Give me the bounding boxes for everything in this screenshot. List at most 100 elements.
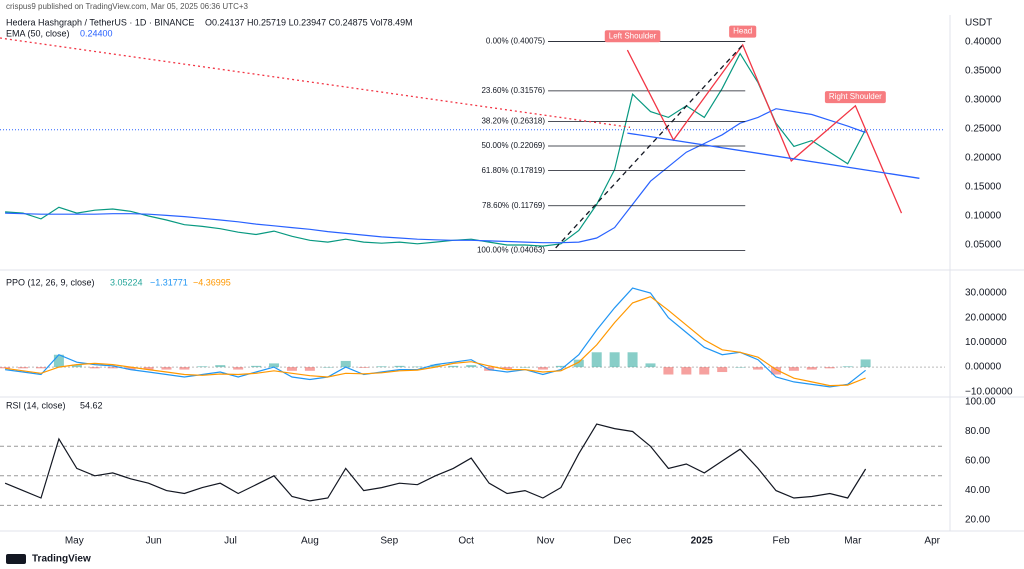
fib-label: 78.60% (0.11769) — [482, 201, 545, 210]
fib-label: 61.80% (0.17819) — [481, 166, 545, 175]
histogram-bar — [735, 367, 746, 368]
x-tick-label: Nov — [537, 536, 555, 547]
ppo-value: −4.36995 — [193, 277, 231, 287]
logo-icon — [6, 554, 26, 564]
series-line — [5, 296, 866, 387]
logo: TradingView — [32, 554, 91, 565]
histogram-bar — [0, 367, 11, 369]
annotation-box — [604, 30, 661, 43]
histogram-bar — [18, 367, 29, 369]
histogram-bar — [573, 359, 584, 368]
histogram-bar — [448, 365, 459, 368]
histogram-bar — [125, 367, 136, 370]
y-tick-label: 0.10000 — [965, 211, 1002, 222]
series-line — [5, 287, 866, 388]
fib-label: 100.00% (0.04063) — [477, 246, 545, 255]
histogram-bar — [663, 367, 674, 375]
series-line — [4, 423, 867, 502]
histogram-bar — [251, 365, 262, 368]
rsi-legend: RSI (14, close) — [6, 400, 66, 410]
histogram-bar — [466, 365, 477, 368]
histogram-bar — [233, 367, 244, 370]
histogram-bar — [143, 367, 154, 370]
attribution: crispus9 published on TradingView.com, M… — [6, 2, 249, 11]
y-tick-label: 0.30000 — [965, 95, 1002, 106]
y-tick-label: 0.15000 — [965, 182, 1002, 193]
y-tick-label: 20.00 — [965, 515, 990, 526]
fib-label: 0.00% (0.40075) — [486, 37, 545, 46]
histogram-bar — [71, 364, 82, 368]
histogram-bar — [215, 365, 226, 368]
x-tick-label: Sep — [380, 536, 398, 547]
histogram-bar — [304, 367, 315, 371]
histogram-bar — [197, 366, 208, 368]
y-tick-label: 0.25000 — [965, 124, 1002, 135]
drawing-line — [555, 44, 744, 249]
ema-legend: EMA (50, close) — [6, 28, 70, 38]
ppo-legend: PPO (12, 26, 9, close) — [6, 277, 95, 287]
ohlc: O0.24137 H0.25719 L0.23947 C0.24875 Vol7… — [205, 17, 413, 27]
histogram-bar — [340, 360, 351, 368]
fib-label: 50.00% (0.22069) — [481, 141, 545, 150]
x-tick-label: Dec — [613, 536, 631, 547]
histogram-bar — [591, 352, 602, 368]
histogram-bar — [842, 366, 853, 368]
y-tick-label: 0.05000 — [965, 240, 1002, 251]
x-tick-label: Apr — [924, 536, 940, 547]
y-tick-label: 30.00000 — [965, 288, 1007, 299]
ema-value: 0.24400 — [80, 28, 113, 38]
y-unit: USDT — [965, 18, 992, 29]
annotation-label: Right Shoulder — [829, 92, 882, 101]
annotation-box — [729, 25, 757, 38]
histogram-bar — [502, 367, 513, 370]
drawing-line — [627, 132, 920, 179]
ppo-value: 3.05224 — [110, 277, 143, 287]
fib-label: 23.60% (0.31576) — [481, 86, 545, 95]
histogram-bar — [394, 365, 405, 368]
histogram-bar — [645, 363, 656, 368]
annotation-label: Head — [733, 27, 752, 36]
y-tick-label: 0.00000 — [965, 362, 1002, 373]
y-tick-label: 100.00 — [965, 397, 996, 408]
y-tick-label: 10.00000 — [965, 337, 1007, 348]
y-tick-label: 0.35000 — [965, 66, 1002, 77]
histogram-bar — [35, 367, 46, 369]
ppo-value: −1.31771 — [150, 277, 188, 287]
fib-label: 38.20% (0.26318) — [481, 116, 545, 125]
histogram-bar — [753, 367, 764, 370]
y-tick-label: 0.40000 — [965, 37, 1002, 48]
annotation-box — [824, 91, 886, 104]
y-tick-label: −10.00000 — [965, 386, 1013, 397]
histogram-bar — [376, 366, 387, 368]
histogram-bar — [609, 352, 620, 368]
histogram-bar — [537, 367, 548, 370]
histogram-bar — [824, 367, 835, 369]
series-line — [5, 108, 866, 244]
x-tick-label: Jun — [146, 536, 162, 547]
x-tick-label: Jul — [224, 536, 237, 547]
histogram-bar — [788, 367, 799, 371]
histogram-bar — [717, 367, 728, 373]
histogram-bar — [107, 367, 118, 369]
x-tick-label: Oct — [458, 536, 474, 547]
x-tick-label: Feb — [772, 536, 790, 547]
histogram-bar — [699, 367, 710, 375]
y-tick-label: 20.00000 — [965, 312, 1007, 323]
y-tick-label: 80.00 — [965, 426, 990, 437]
histogram-bar — [806, 367, 817, 370]
rsi-value: 54.62 — [80, 400, 103, 410]
histogram-bar — [322, 367, 333, 368]
y-tick-label: 40.00 — [965, 485, 990, 496]
histogram-bar — [555, 365, 566, 368]
drawing-line — [0, 37, 631, 128]
drawing-line — [626, 43, 903, 214]
x-tick-label: 2025 — [691, 536, 714, 547]
symbol-title: Hedera Hashgraph / TetherUS · 1D · BINAN… — [6, 17, 194, 27]
histogram-bar — [770, 367, 781, 375]
histogram-bar — [627, 352, 638, 368]
histogram-bar — [53, 354, 64, 368]
histogram-bar — [860, 359, 871, 368]
histogram-bar — [89, 367, 100, 369]
histogram-bar — [286, 367, 297, 371]
histogram-bar — [430, 364, 441, 368]
